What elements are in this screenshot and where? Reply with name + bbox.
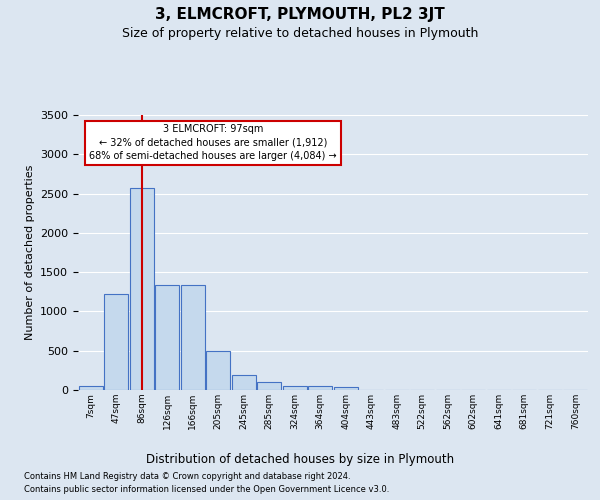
Bar [181, 284, 205, 390]
Bar [79, 386, 103, 390]
Bar [334, 387, 358, 390]
Bar [232, 375, 256, 390]
Y-axis label: Number of detached properties: Number of detached properties [25, 165, 35, 340]
Bar [308, 386, 332, 390]
Text: Contains HM Land Registry data © Crown copyright and database right 2024.: Contains HM Land Registry data © Crown c… [24, 472, 350, 481]
Bar [206, 350, 230, 390]
Text: Size of property relative to detached houses in Plymouth: Size of property relative to detached ho… [122, 28, 478, 40]
Bar [257, 382, 281, 390]
Text: 3, ELMCROFT, PLYMOUTH, PL2 3JT: 3, ELMCROFT, PLYMOUTH, PL2 3JT [155, 8, 445, 22]
Text: Contains public sector information licensed under the Open Government Licence v3: Contains public sector information licen… [24, 485, 389, 494]
Bar [104, 294, 128, 390]
Text: 3 ELMCROFT: 97sqm
← 32% of detached houses are smaller (1,912)
68% of semi-detac: 3 ELMCROFT: 97sqm ← 32% of detached hous… [89, 124, 337, 161]
Bar [283, 386, 307, 390]
Bar [130, 188, 154, 390]
Bar [155, 284, 179, 390]
Text: Distribution of detached houses by size in Plymouth: Distribution of detached houses by size … [146, 452, 454, 466]
